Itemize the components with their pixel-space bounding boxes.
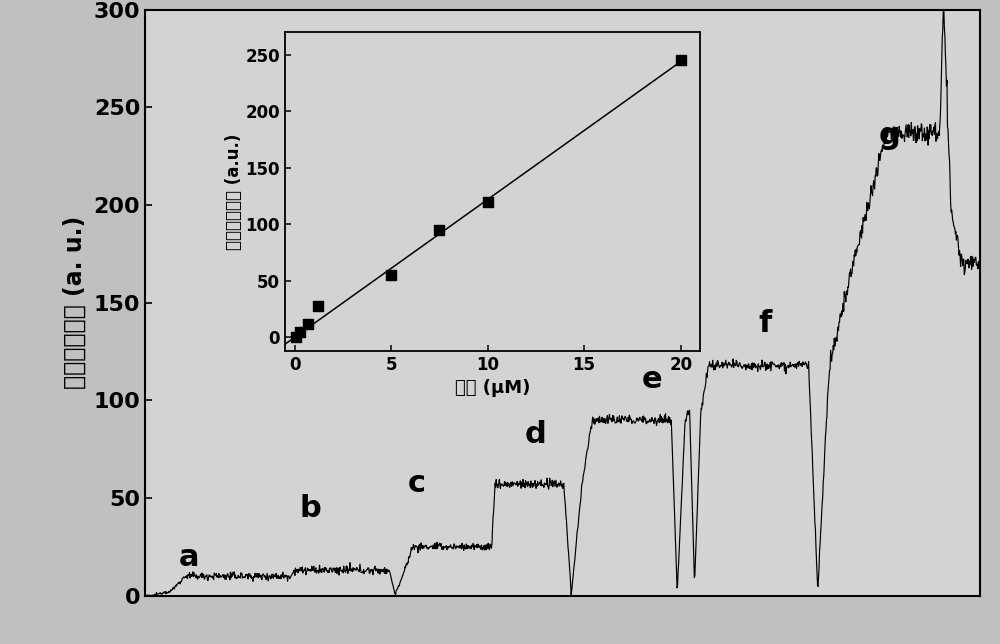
Text: d: d <box>525 420 547 450</box>
Y-axis label: 化学发光强度 (a.u.): 化学发光强度 (a.u.) <box>225 133 243 250</box>
Point <box>431 225 447 235</box>
Text: c: c <box>408 469 426 498</box>
Text: a: a <box>178 544 199 573</box>
Y-axis label: 化学发光强度 (a. u.): 化学发光强度 (a. u.) <box>62 216 86 390</box>
X-axis label: 浓度 (μM): 浓度 (μM) <box>455 379 530 397</box>
Text: f: f <box>759 309 772 338</box>
Point <box>292 327 308 337</box>
Point <box>480 196 496 207</box>
Point <box>383 270 399 280</box>
Point <box>673 55 689 66</box>
Text: g: g <box>878 121 900 150</box>
Text: e: e <box>642 366 662 395</box>
Text: b: b <box>299 495 321 524</box>
Point <box>288 332 304 343</box>
Point <box>300 319 316 329</box>
Point <box>310 301 326 311</box>
